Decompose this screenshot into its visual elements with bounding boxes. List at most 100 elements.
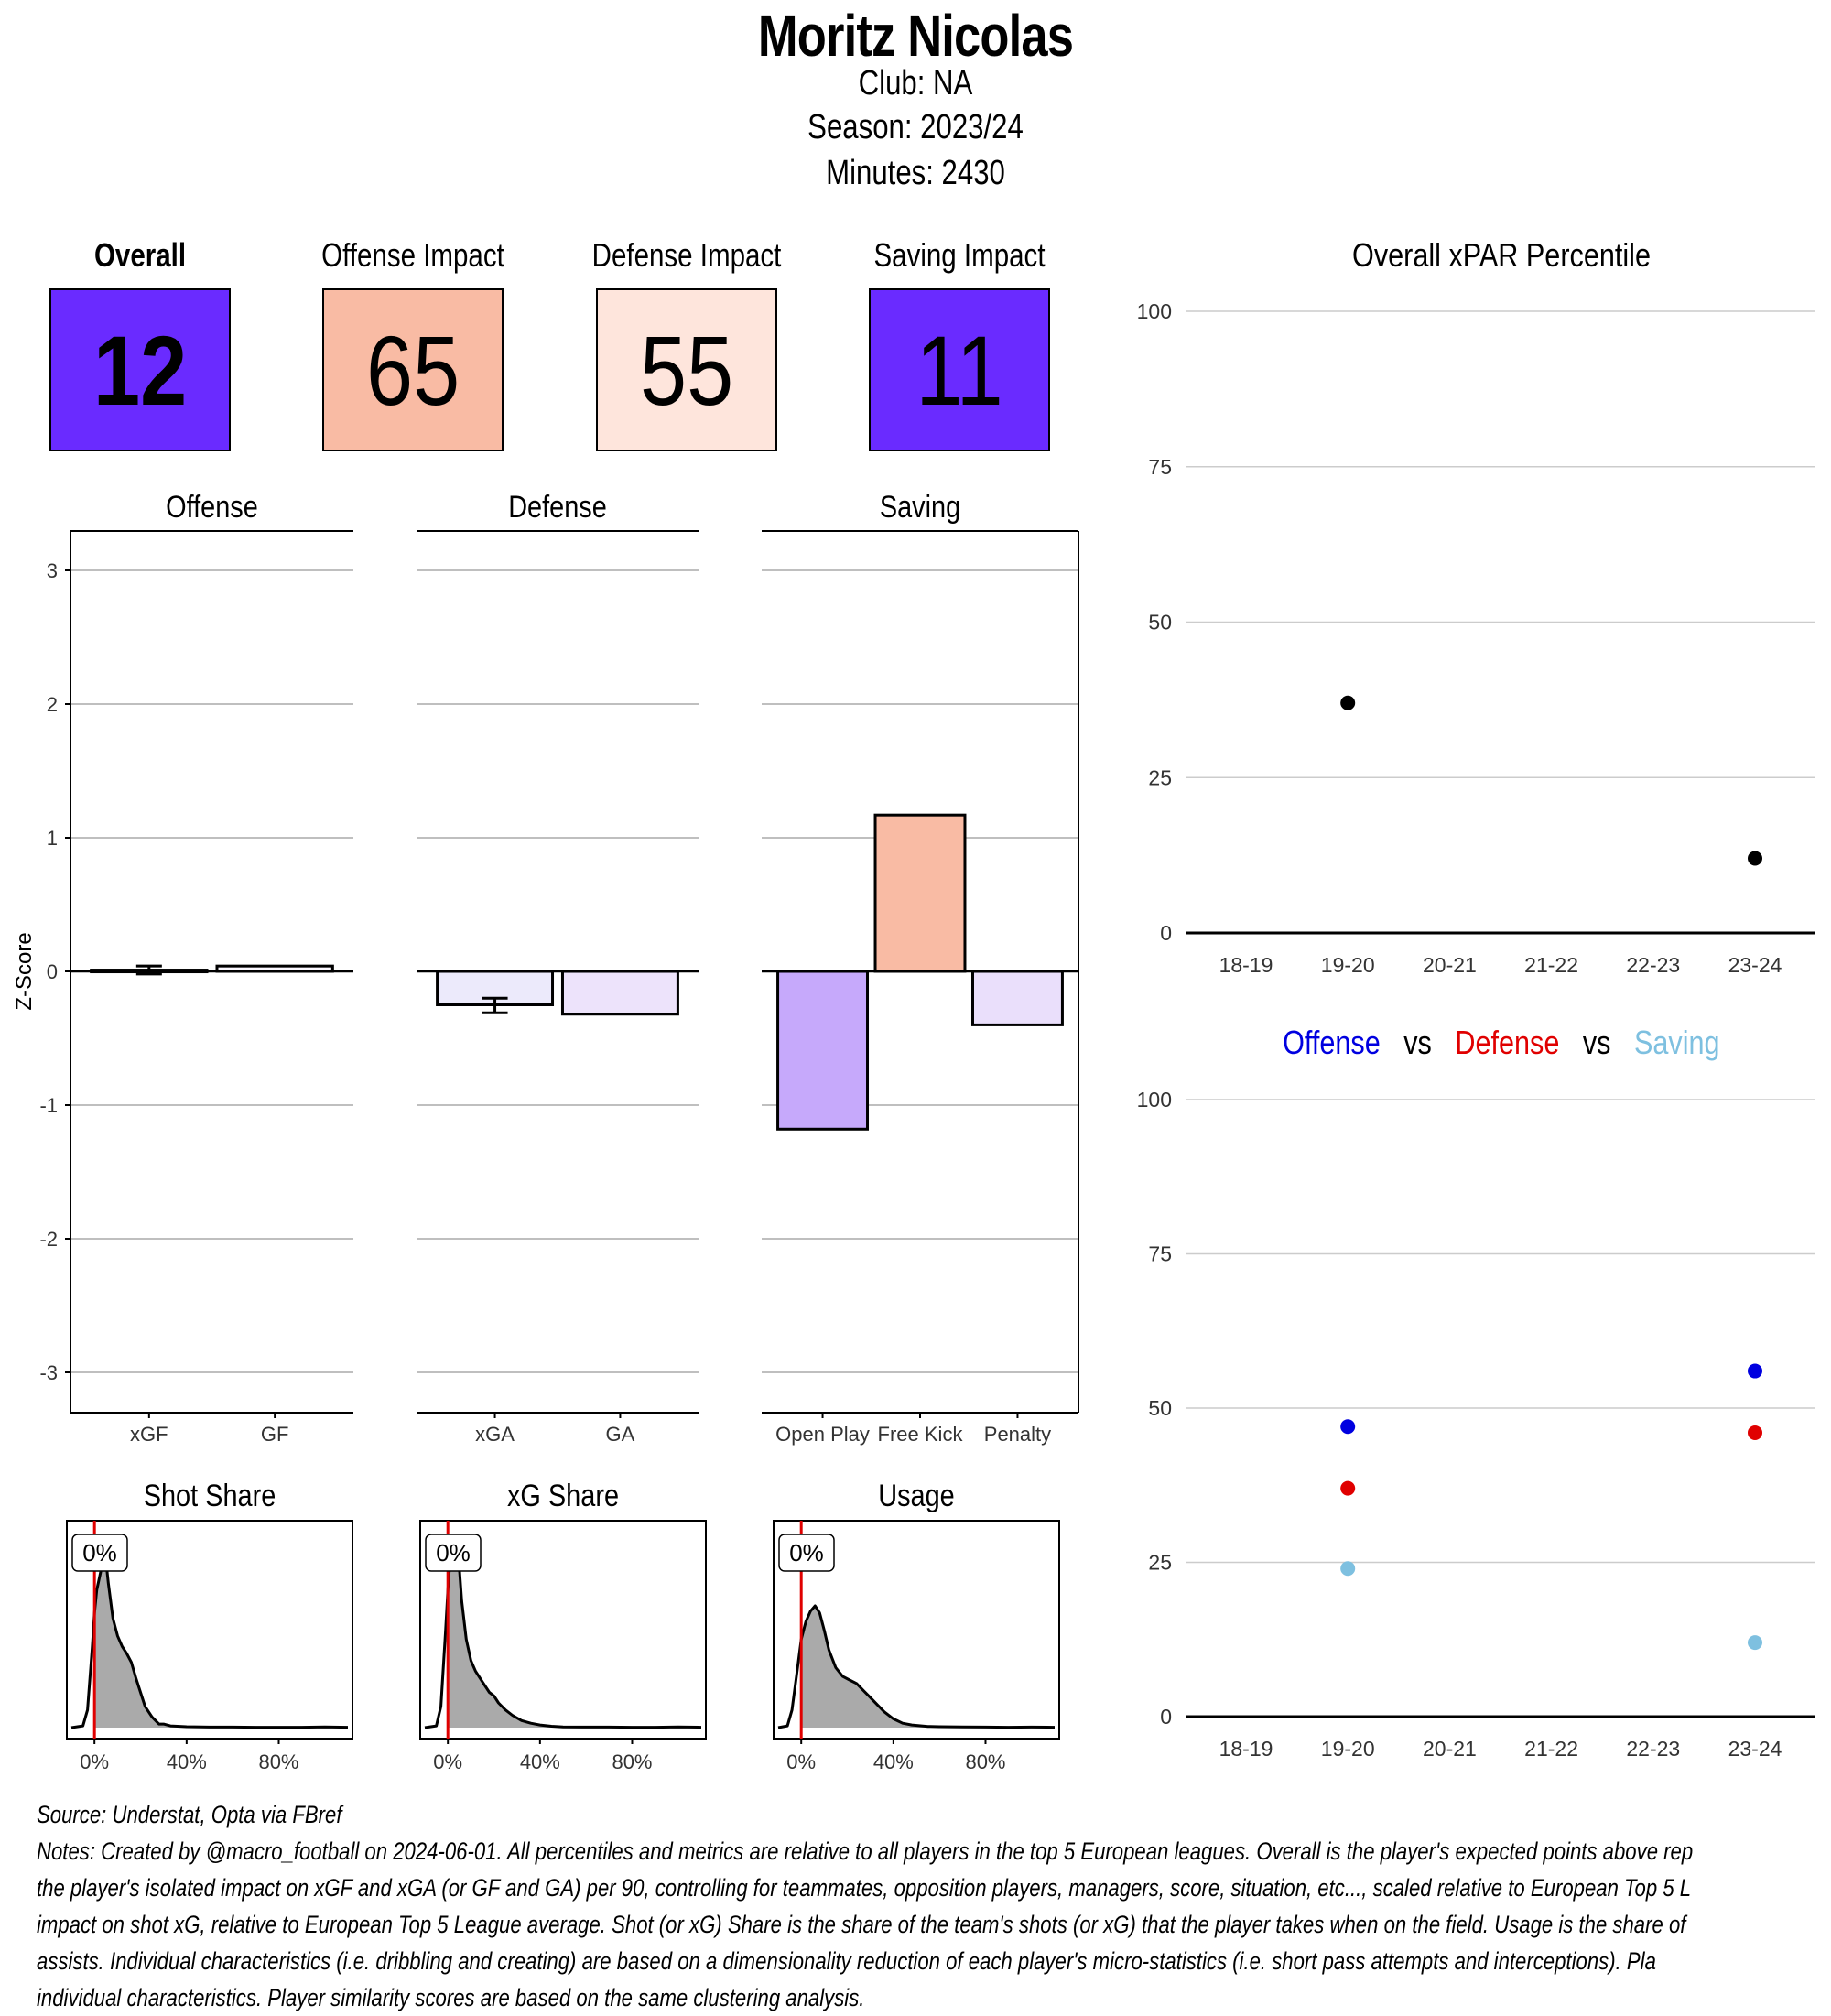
y-tick-label: 1	[47, 827, 58, 850]
density-line	[70, 1556, 349, 1729]
panel-border	[773, 1520, 1060, 1740]
point-overall-23-24	[1748, 851, 1762, 866]
notes-line-2: the player's isolated impact on xGF and …	[37, 1874, 1692, 1902]
density-area	[94, 1558, 349, 1728]
club-label: Club: NA	[858, 64, 973, 103]
impact-card-saving: 11	[869, 288, 1050, 451]
legend-offense: Offense	[1283, 1024, 1381, 1061]
x-tick-label: 21-22	[1524, 1737, 1578, 1761]
y-tick-label: 2	[47, 693, 58, 716]
bar-free-kick	[873, 813, 967, 973]
density-line	[777, 1604, 1056, 1729]
x-tick-label: 20-21	[1423, 953, 1477, 977]
y-tick-label: 3	[47, 559, 58, 582]
player-value-label-box	[71, 1534, 128, 1572]
impact-value-saving: 11	[916, 314, 1003, 426]
impact-value-overall: 12	[92, 314, 188, 426]
y-tick-label: 100	[1137, 299, 1172, 323]
y-tick-label: 75	[1148, 1242, 1172, 1266]
x-tick-label: 18-19	[1219, 953, 1273, 977]
point-saving-19-20	[1340, 1561, 1356, 1577]
impact-card-defense: 55	[596, 288, 777, 451]
x-tick-label: 23-24	[1728, 953, 1782, 977]
point-defense-23-24	[1748, 1425, 1762, 1440]
legend-vs-1: vs	[1403, 1024, 1433, 1061]
player-value-label: 0%	[436, 1539, 471, 1566]
x-tick-label: 23-24	[1728, 1737, 1782, 1761]
bar-panel-saving: Saving Open Play Free Kick Penalty	[762, 489, 1079, 1446]
y-tick-label: -2	[39, 1228, 58, 1251]
panel-title: Shot Share	[144, 1478, 276, 1513]
panel-border	[419, 1520, 707, 1740]
player-value-label-box	[425, 1534, 482, 1572]
y-tick-label: -3	[39, 1361, 58, 1384]
impact-card-label-saving: Saving Impact	[873, 236, 1046, 274]
notes-line-5: individual characteristics. Player simil…	[37, 1984, 865, 2011]
x-tick-label: GA	[606, 1423, 635, 1446]
density-area	[448, 1536, 701, 1728]
point-defense-19-20	[1340, 1480, 1356, 1496]
x-tick-label: 40%	[520, 1750, 560, 1773]
notes-line-3: impact on shot xG, relative to European …	[37, 1911, 1686, 1938]
x-tick-label: 20-21	[1423, 1737, 1477, 1761]
bar-panel-offense: Offense 3 2 1 0 -1 -2 -3 xGF GF	[39, 489, 353, 1446]
bar-panel-defense: Defense xGA GA	[417, 489, 699, 1446]
impact-card-offense: 65	[322, 288, 504, 451]
point-overall-19-20	[1340, 695, 1356, 710]
minutes-label: Minutes: 2430	[826, 154, 1005, 192]
y-axis-label-zscore: Z-Score	[12, 932, 37, 1010]
x-tick-label: 21-22	[1524, 953, 1578, 977]
density-panel-shot-share: Shot Share 0% 0% 40% 80%	[66, 1478, 353, 1773]
density-panel-xg-share: xG Share 0% 0% 40% 80%	[419, 1478, 707, 1773]
offense-defense-saving-chart: 0 25 50 75 100 18-19 19-20 20-21 21-22 22-23 23-24	[1137, 1088, 1815, 1761]
footer-notes: Source: Understat, Opta via FBref Notes:…	[37, 1796, 1694, 2016]
panel-title: Saving	[880, 489, 960, 525]
panel-border	[66, 1520, 353, 1740]
bar-ga	[560, 970, 679, 1016]
y-tick-label: 0	[1160, 1705, 1172, 1729]
x-tick-label: 80%	[258, 1750, 298, 1773]
player-name-title: Moritz Nicolas	[757, 3, 1074, 69]
point-offense-23-24	[1748, 1363, 1762, 1379]
panel-title: xG Share	[507, 1478, 619, 1513]
y-tick-label: 25	[1148, 1551, 1172, 1575]
y-tick-label: 50	[1148, 1396, 1172, 1420]
impact-card-label-defense: Defense Impact	[591, 236, 782, 274]
player-value-label: 0%	[82, 1539, 117, 1566]
chart-legend-title: Offense vs Defense vs Saving	[1181, 1024, 1822, 1062]
y-tick-label: -1	[39, 1094, 58, 1117]
density-panel-usage: Usage 0% 0% 40% 80%	[773, 1478, 1060, 1773]
notes-line-1: Notes: Created by @macro_football on 202…	[37, 1837, 1694, 1865]
overall-xpar-chart: 0 25 50 75 100 18-19 19-20 20-21 21-22 22-23 23-24	[1137, 299, 1815, 977]
x-tick-label: 80%	[965, 1750, 1005, 1773]
x-tick-label: xGF	[130, 1423, 168, 1446]
impact-value-offense: 65	[365, 314, 460, 426]
source-line: Source: Understat, Opta via FBref	[37, 1801, 342, 1828]
x-tick-label: 0%	[786, 1750, 816, 1773]
y-tick-label: 100	[1137, 1088, 1172, 1111]
x-tick-label: 0%	[433, 1750, 462, 1773]
y-tick-label: 0	[47, 960, 58, 983]
notes-line-4: assists. Individual characteristics (i.e…	[37, 1947, 1656, 1975]
point-saving-23-24	[1748, 1635, 1762, 1651]
point-offense-19-20	[1340, 1419, 1356, 1435]
bar-penalty	[970, 970, 1064, 1026]
density-panels: Shot Share 0% 0% 40% 80% xG Share 0% 0% 40% 80% Us…	[66, 1478, 1060, 1773]
x-tick-label: Free Kick	[878, 1423, 964, 1446]
impact-card-label-overall: Overall	[93, 236, 187, 274]
density-area	[801, 1606, 1055, 1728]
impact-value-defense: 55	[639, 314, 734, 426]
x-tick-label: Open Play	[775, 1423, 870, 1446]
x-tick-label: 40%	[167, 1750, 207, 1773]
y-tick-label: 0	[1160, 921, 1172, 945]
x-tick-label: 22-23	[1626, 1737, 1680, 1761]
x-tick-label: GF	[261, 1423, 289, 1446]
x-tick-label: Penalty	[984, 1423, 1051, 1446]
x-tick-label: 40%	[873, 1750, 914, 1773]
panel-title: Usage	[878, 1478, 955, 1513]
legend-saving: Saving	[1634, 1024, 1720, 1061]
x-tick-label: xGA	[475, 1423, 515, 1446]
bar-open-play	[776, 970, 870, 1131]
impact-card-overall: 12	[49, 288, 231, 451]
